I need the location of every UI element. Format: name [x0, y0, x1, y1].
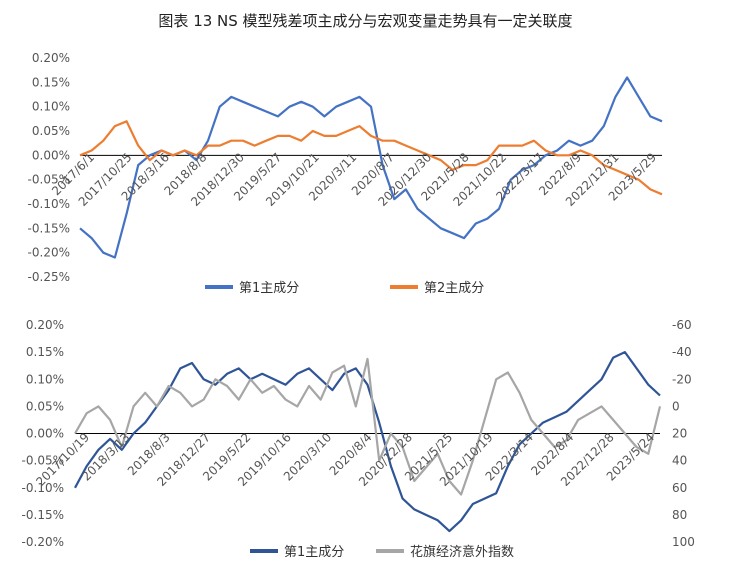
y2-tick-label: -20: [672, 372, 692, 386]
y-tick-label: -0.20%: [28, 246, 70, 260]
y-tick-label: 0.20%: [26, 318, 64, 332]
y-tick-label: -0.10%: [22, 481, 64, 495]
y-tick-label: 0.00%: [32, 148, 70, 162]
series-line-2: [74, 357, 662, 496]
legend-label: 第1主成分: [239, 281, 299, 296]
y-tick-label: -0.05%: [28, 173, 70, 187]
y-tick-label: -0.10%: [28, 197, 70, 211]
y-tick-label: -0.05%: [22, 454, 64, 468]
legend-label: 第1主成分: [284, 545, 344, 560]
y-tick-label: 0.15%: [26, 345, 64, 359]
y2-tick-label: 100: [672, 535, 695, 549]
y2-tick-label: 0: [672, 399, 680, 413]
y2-tick-label: 20: [672, 427, 687, 441]
series-line-2: [79, 120, 663, 196]
y2-tick-label: -60: [672, 318, 692, 332]
y-tick-label: 0.10%: [32, 100, 70, 114]
series-line-1: [74, 351, 661, 533]
chart-panel-2: 0.20% 0.15% 0.10% 0.05% 0.00% -0.05% -0.10% -0.…: [22, 318, 695, 560]
legend-label: 花旗经济意外指数: [410, 544, 514, 560]
y-tick-label: 0.10%: [26, 372, 64, 386]
y-tick-label: 0.05%: [32, 124, 70, 138]
y-tick-label: 0.15%: [32, 75, 70, 89]
y2-tick-label: -40: [672, 345, 692, 359]
y-tick-label: -0.20%: [22, 535, 64, 549]
page-title: 图表 13 NS 模型残差项主成分与宏观变量走势具有一定关联度: [158, 12, 573, 30]
y-tick-label: 0.00%: [26, 427, 64, 441]
y-tick-label: -0.25%: [28, 270, 70, 284]
chart-panel-1: 0.20% 0.15% 0.10% 0.05% 0.00% -0.05% -0.10% -0.…: [28, 51, 663, 296]
y-tick-label: -0.15%: [28, 221, 70, 235]
y2-tick-label: 60: [672, 481, 687, 495]
y2-tick-label: 40: [672, 454, 687, 468]
y-tick-label: 0.20%: [32, 51, 70, 65]
y-tick-label: 0.05%: [26, 399, 64, 413]
y-tick-label: -0.15%: [22, 508, 64, 522]
y2-tick-label: 80: [672, 508, 687, 522]
legend-label: 第2主成分: [424, 281, 484, 296]
